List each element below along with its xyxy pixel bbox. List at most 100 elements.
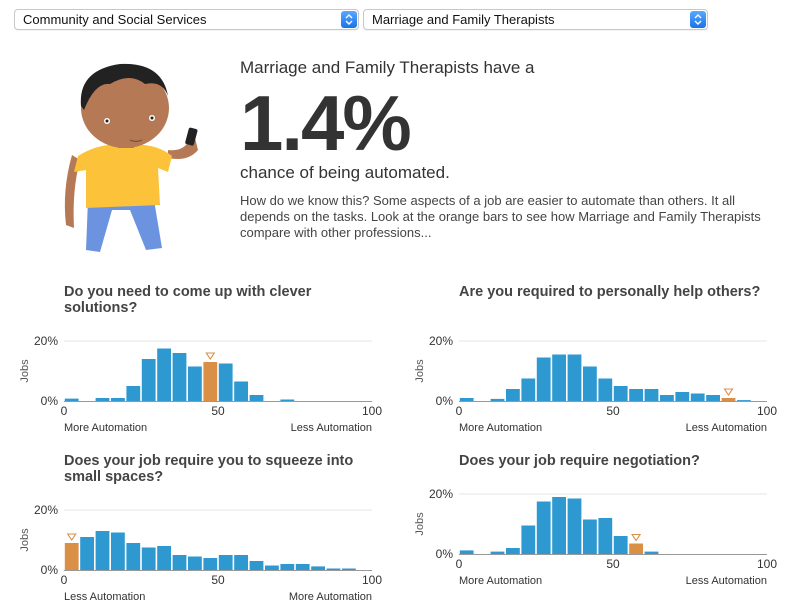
bar [249,395,264,401]
bar [521,525,536,554]
x-tick-label: 50 [211,404,225,418]
bar [64,398,79,401]
y-tick-label: 20% [34,334,58,348]
bar [188,556,202,570]
bar-highlight [64,543,79,570]
x-axis-label-right: Less Automation [291,422,372,434]
bar [295,564,310,570]
bar [326,568,341,570]
occupation-select[interactable]: Marriage and Family Therapists [363,9,708,30]
bar [536,501,551,554]
bar [552,497,566,554]
intro-tail: chance of being automated. [240,163,450,182]
highlight-marker-icon [66,533,77,541]
bar [598,518,613,554]
bar [234,381,248,401]
chart-negotiation: 0% 20%Jobs 0 50 100 More Automation Less Autom… [414,487,777,587]
bar [188,366,202,401]
bar [567,498,582,554]
y-tick-label: 0% [41,563,59,577]
x-tick-label: 0 [61,573,68,587]
x-axis-label-left: More Automation [64,422,147,434]
intro-lead: Marriage and Family Therapists have a [240,58,535,77]
x-tick-label: 100 [362,404,382,418]
chart-title-help-others: Are you required to personally help othe… [459,284,761,300]
bar [203,558,218,570]
highlight-marker-icon [205,352,216,360]
bar [629,389,643,401]
bar [644,551,659,554]
bar [80,537,94,570]
bar [644,389,659,401]
y-tick-label: 20% [34,503,58,517]
x-axis-label-right: More Automation [289,591,372,603]
bar [506,548,520,554]
chart-title-small-spaces: Does your job require you to squeeze int… [64,453,354,485]
chart-help-others: 0% 20%Jobs 0 50 100 More Automation Less Autom… [414,334,777,434]
bar [234,555,248,570]
bar [660,395,674,401]
bar [342,568,356,570]
bar-highlight [629,543,643,554]
intro-description: How do we know this? Some aspects of a j… [240,193,761,240]
bar [111,532,125,570]
automation-probability: 1.4% [240,79,412,167]
x-tick-label: 100 [757,557,777,571]
x-tick-label: 0 [456,404,463,418]
bar [95,398,110,401]
bar [157,546,171,570]
x-tick-label: 50 [211,573,225,587]
bar [172,555,187,570]
chart-clever-solutions: 0% 20%Jobs 0 50 100 More Automation Less Autom… [19,334,382,434]
y-axis-label: Jobs [414,359,426,383]
bar [675,392,690,401]
x-axis-label-left: More Automation [459,575,542,587]
x-tick-label: 50 [606,557,620,571]
bar [172,353,187,401]
x-axis-label-left: Less Automation [64,591,145,603]
highlight-marker-icon [723,388,734,396]
bar [311,566,325,570]
x-tick-label: 0 [61,404,68,418]
bar [459,398,474,401]
bar [737,400,751,401]
bar [459,550,474,554]
bar [690,393,705,401]
y-tick-label: 20% [429,487,453,501]
bar [95,531,110,570]
bar [490,398,505,401]
bar [218,555,233,570]
y-tick-label: 0% [436,547,454,561]
category-select[interactable]: Community and Social Services [14,9,359,30]
category-select-value: Community and Social Services [23,12,207,27]
bar [506,389,520,401]
select-stepper-icon [690,11,706,28]
bar [536,357,551,401]
x-axis-label-right: Less Automation [686,575,767,587]
y-axis-label: Jobs [19,359,31,383]
bar [490,551,505,554]
x-tick-label: 50 [606,404,620,418]
bar [613,386,628,401]
y-tick-label: 0% [41,394,59,408]
chart-small-spaces: 0% 20%Jobs 0 50 100 Less Automation More Autom… [19,503,382,603]
x-tick-label: 100 [757,404,777,418]
bar [111,398,125,401]
bar [567,354,582,401]
bar [141,547,156,570]
bar [521,378,536,401]
x-axis-label-right: Less Automation [686,422,767,434]
y-tick-label: 0% [436,394,454,408]
y-tick-label: 20% [429,334,453,348]
select-stepper-icon [341,11,357,28]
bar [141,359,156,401]
highlight-marker-icon [631,533,642,542]
bar [598,378,613,401]
person-illustration [64,63,198,252]
bar [552,354,566,401]
bar [126,386,141,401]
bar [249,561,264,570]
bar [583,519,597,554]
bar [157,348,171,401]
x-axis-label-left: More Automation [459,422,542,434]
